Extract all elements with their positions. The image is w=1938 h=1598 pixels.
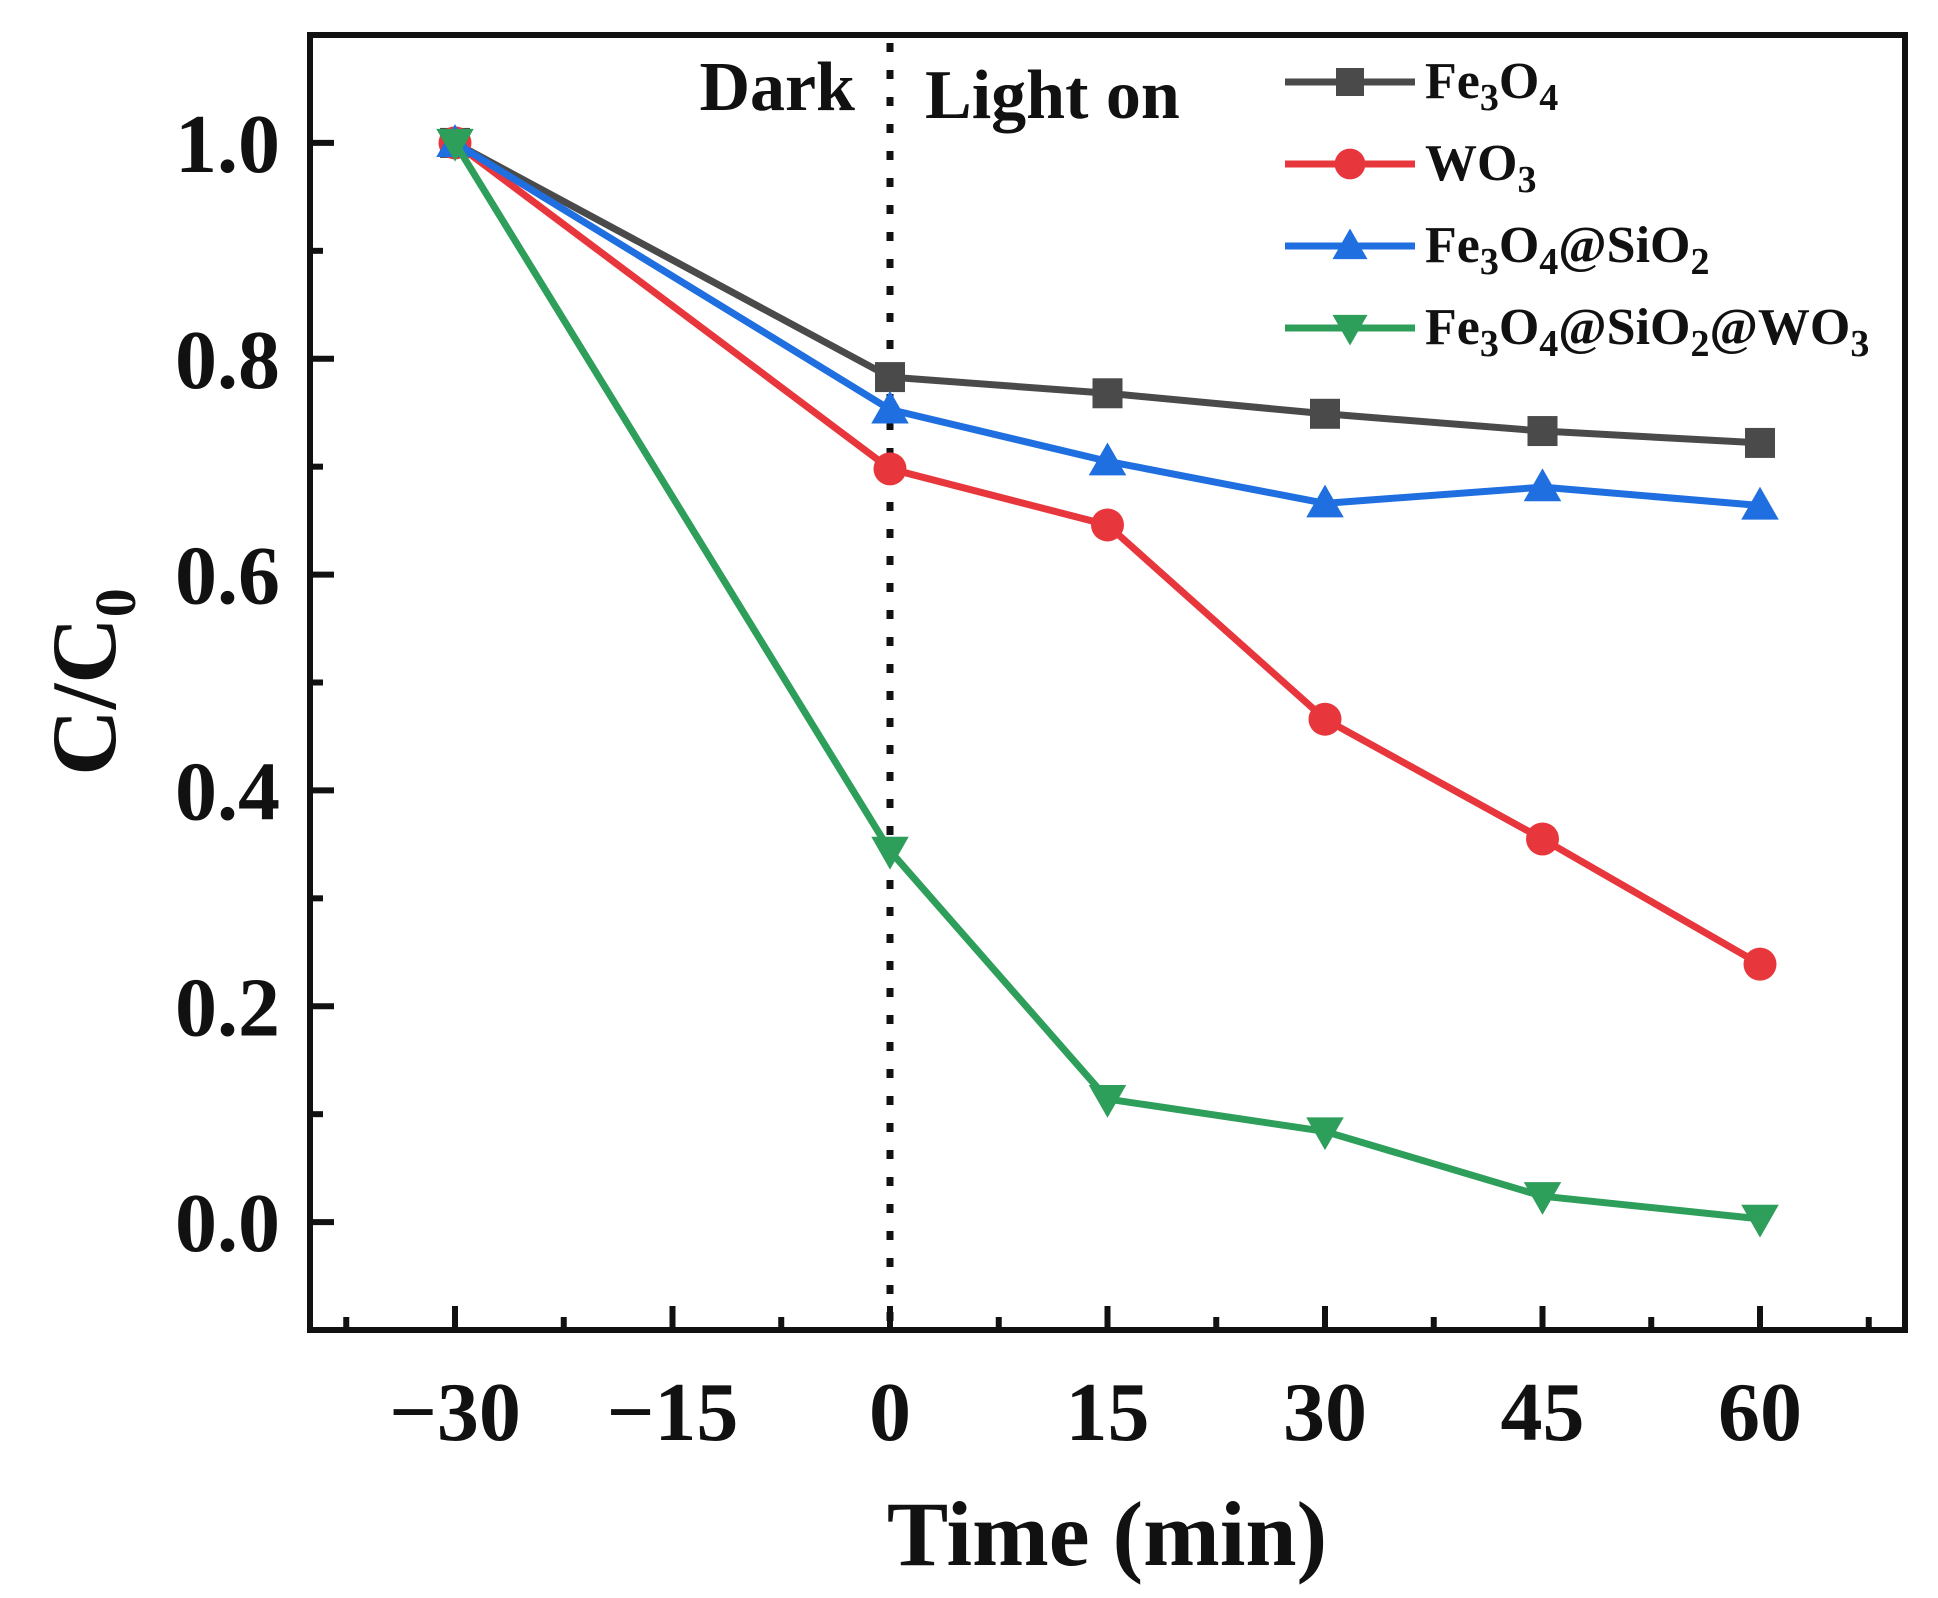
data-point-3-4: [1523, 1182, 1562, 1215]
legend-marker-1: [1334, 148, 1366, 180]
series-line-1: [452, 140, 1762, 968]
y-tick-label: 0.2: [175, 961, 280, 1054]
data-point-2-5: [1741, 486, 1779, 520]
x-tick-label: 15: [1066, 1366, 1150, 1459]
legend-label-2: Fe3O4@SiO2: [1425, 217, 1709, 283]
plot-layer: [436, 43, 1779, 1322]
data-point-2-4: [1523, 468, 1562, 502]
data-point-0-1: [875, 362, 905, 393]
data-point-1-1: [873, 452, 907, 486]
data-point-0-3: [1310, 398, 1340, 429]
x-tick-label: 30: [1283, 1366, 1367, 1459]
y-axis-title: C/C0: [33, 588, 148, 775]
legend-label-0: Fe3O4: [1425, 53, 1558, 119]
y-tick-label: 0.4: [175, 745, 280, 838]
data-point-0-5: [1745, 427, 1775, 458]
annotation-light-on: Light on: [925, 57, 1180, 134]
data-point-1-5: [1743, 947, 1777, 981]
y-axis-title-main: C/C: [33, 617, 135, 775]
x-axis-title: Time (min): [887, 1483, 1327, 1585]
legend-label-1: WO3: [1425, 135, 1536, 201]
y-tick-label: 0.0: [175, 1177, 280, 1270]
x-tick-label: 60: [1718, 1366, 1802, 1459]
legend-label-3: Fe3O4@SiO2@WO3: [1425, 299, 1869, 365]
data-point-1-4: [1526, 822, 1559, 856]
legend-marker-2: [1332, 228, 1368, 260]
legend: Fe3O4 WO3 Fe3O4@SiO2 Fe3O4@SiO2@WO3: [1285, 53, 1869, 365]
data-point-3-5: [1741, 1204, 1779, 1238]
data-point-0-2: [1092, 378, 1123, 409]
series-line-0: [453, 139, 1761, 447]
x-tick-label: −30: [389, 1366, 521, 1459]
y-axis-title-subscript: 0: [83, 588, 148, 617]
data-point-1-2: [1091, 508, 1124, 542]
data-point-3-2: [1088, 1084, 1127, 1118]
series-line-2: [453, 139, 1761, 510]
x-tick-label: −15: [607, 1366, 739, 1459]
x-tick-label: 0: [869, 1366, 911, 1459]
data-point-1-3: [1308, 702, 1342, 736]
y-tick-label: 0.6: [175, 530, 280, 623]
y-tick-label: 1.0: [175, 98, 280, 191]
x-tick-label: 45: [1501, 1366, 1585, 1459]
annotation-dark: Dark: [699, 49, 855, 126]
data-point-2-3: [1306, 484, 1344, 518]
axis-layer: −30 −15 0 15 30 45 60 0.0 0.2 0.4 0.6 0.8 1.0: [175, 98, 1872, 1459]
legend-marker-3: [1332, 314, 1368, 346]
data-point-2-2: [1088, 442, 1127, 476]
y-tick-label: 0.8: [175, 314, 280, 407]
legend-marker-0: [1336, 68, 1364, 96]
data-point-0-4: [1527, 416, 1558, 447]
data-point-2-1: [871, 390, 909, 424]
svg-text:C/C0: C/C0: [33, 588, 148, 775]
series-line-3: [452, 141, 1761, 1223]
data-point-3-3: [1306, 1117, 1344, 1151]
data-point-3-1: [871, 836, 909, 870]
data-point-3-0: [436, 128, 474, 162]
